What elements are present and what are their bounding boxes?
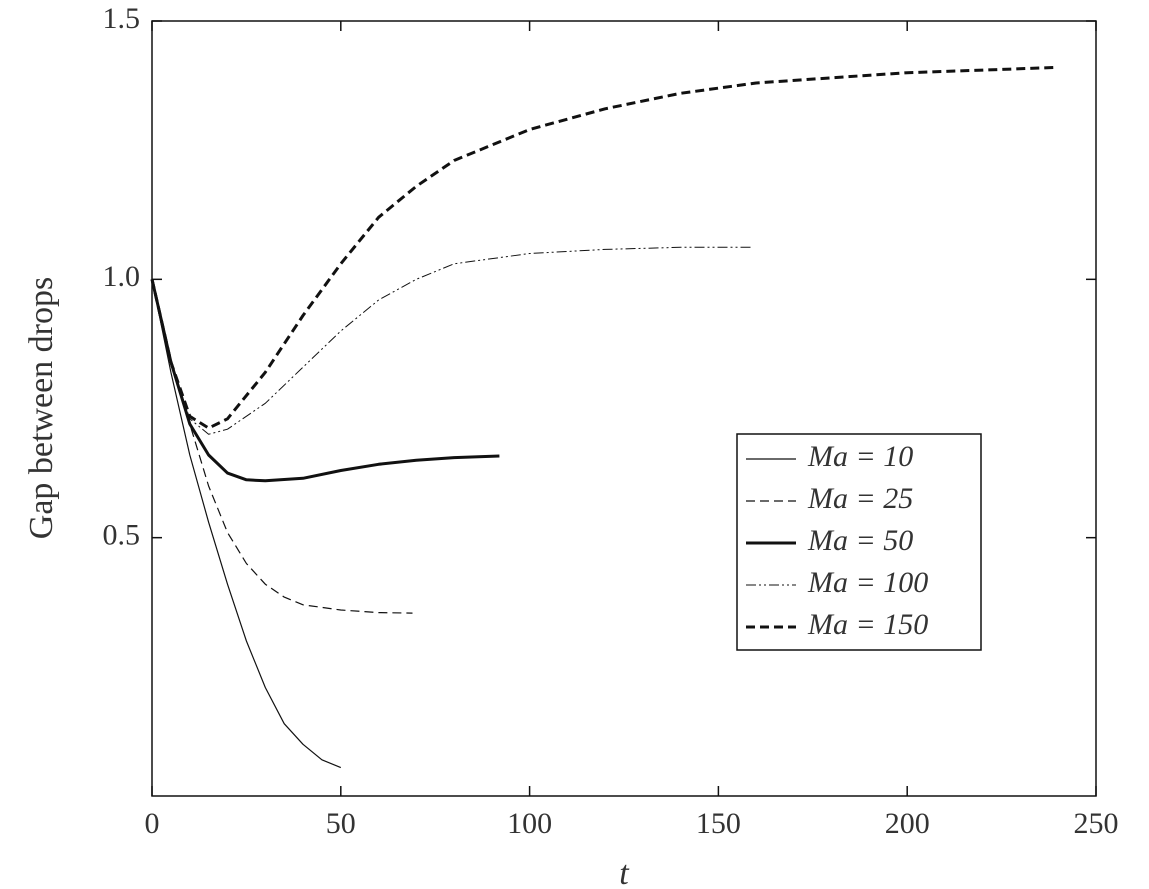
legend-label: Ma = 100 (807, 566, 928, 599)
data-line (151, 279, 413, 614)
y-axis-label: Gap between drops (23, 277, 60, 539)
data-line (150, 66, 1055, 430)
y-tick-label: 0.5 (103, 519, 141, 552)
legend-label: Ma = 50 (807, 524, 913, 557)
x-tick-label: 0 (145, 807, 160, 840)
legend-label: Ma = 10 (807, 440, 913, 473)
x-tick-label: 200 (885, 807, 930, 840)
data-line (150, 278, 500, 483)
data-line (151, 246, 753, 435)
x-axis-label: t (619, 855, 630, 889)
legend-label: Ma = 25 (807, 482, 913, 515)
legend-label: Ma = 150 (807, 608, 928, 641)
y-tick-label: 1.5 (103, 2, 141, 35)
y-tick-label: 1.0 (103, 260, 141, 293)
x-tick-label: 250 (1074, 807, 1119, 840)
x-tick-label: 50 (326, 807, 356, 840)
x-tick-label: 100 (507, 807, 552, 840)
plot-frame (151, 20, 1097, 797)
data-line (151, 279, 342, 769)
x-tick-label: 150 (696, 807, 741, 840)
